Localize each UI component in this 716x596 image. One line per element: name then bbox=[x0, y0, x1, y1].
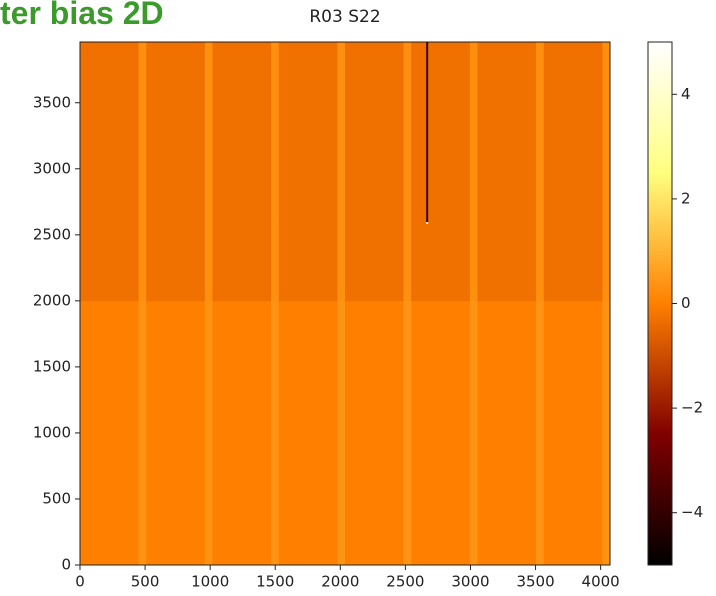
heatmap-cell bbox=[212, 221, 272, 224]
heatmap-cell bbox=[602, 221, 611, 224]
heatmap-cell bbox=[536, 300, 545, 566]
heatmap-cell bbox=[345, 223, 404, 302]
heatmap-cell bbox=[204, 223, 213, 302]
y-tick-label: 2000 bbox=[33, 291, 71, 309]
heatmap-cell bbox=[469, 221, 478, 224]
heatmap-cell bbox=[469, 300, 478, 566]
colorbar-tick-label: 2 bbox=[681, 189, 691, 207]
heatmap-cell bbox=[403, 223, 412, 302]
x-tick-label: 500 bbox=[131, 573, 160, 591]
x-tick-label: 0 bbox=[75, 573, 85, 591]
heatmap-cell bbox=[271, 300, 280, 566]
heatmap-cell bbox=[477, 221, 537, 224]
heatmap-cell bbox=[543, 223, 603, 302]
heatmap-cell bbox=[138, 223, 147, 302]
heatmap-cell bbox=[477, 223, 537, 302]
heatmap-cell bbox=[146, 223, 206, 302]
heatmap-cell bbox=[138, 300, 147, 566]
heatmap-cell bbox=[80, 300, 139, 566]
heatmap-cell bbox=[80, 223, 139, 302]
heatmap-cell bbox=[212, 42, 272, 223]
x-tick-label: 2000 bbox=[321, 573, 359, 591]
heatmap-cell bbox=[536, 223, 545, 302]
heatmap-cell bbox=[337, 300, 346, 566]
heatmap-cell bbox=[278, 223, 338, 302]
heatmap-cell bbox=[428, 42, 471, 223]
y-tick-label: 3500 bbox=[33, 93, 71, 111]
heatmap-cell bbox=[204, 300, 213, 566]
colorbar-tick-label: 0 bbox=[681, 294, 691, 312]
heatmap-cell bbox=[278, 42, 338, 223]
colorbar-tick-label: −2 bbox=[681, 399, 703, 417]
heatmap-cell bbox=[271, 221, 280, 224]
plot-frame bbox=[79, 41, 611, 566]
heatmap-cell bbox=[146, 42, 206, 223]
heatmap-cell bbox=[543, 42, 603, 223]
heatmap-cell bbox=[602, 300, 611, 566]
x-tick-label: 3500 bbox=[516, 573, 554, 591]
heatmap-cell bbox=[278, 221, 338, 224]
heatmap-cell bbox=[411, 223, 427, 302]
heatmap-cell bbox=[80, 42, 139, 223]
heatmap-cell bbox=[204, 42, 213, 223]
x-tick-label: 2500 bbox=[386, 573, 424, 591]
x-tick-label: 1000 bbox=[191, 573, 229, 591]
heatmap-cell bbox=[146, 221, 206, 224]
heatmap-cell bbox=[80, 221, 139, 224]
heatmap-cell bbox=[602, 223, 611, 302]
heatmap-cell bbox=[138, 42, 147, 223]
heatmap-cell bbox=[337, 42, 346, 223]
heatmap-cell bbox=[477, 42, 537, 223]
heatmap-cell bbox=[345, 300, 404, 566]
heatmap-cell bbox=[469, 42, 478, 223]
heatmap-cell bbox=[411, 221, 427, 224]
heatmap-cell bbox=[271, 42, 280, 223]
x-tick-label: 1500 bbox=[256, 573, 294, 591]
heatmap-cell bbox=[278, 300, 338, 566]
heatmap-cell bbox=[138, 221, 147, 224]
colorbar bbox=[647, 41, 673, 566]
heatmap-cell bbox=[428, 221, 471, 224]
heatmap-cell bbox=[345, 221, 404, 224]
heatmap-cell bbox=[212, 300, 272, 566]
heatmap-cell bbox=[337, 223, 346, 302]
heatmap-cell bbox=[403, 42, 412, 223]
y-tick-label: 1000 bbox=[33, 423, 71, 441]
heatmap-cell bbox=[345, 42, 404, 223]
x-tick-label: 3000 bbox=[451, 573, 489, 591]
heatmap-cell bbox=[204, 221, 213, 224]
y-tick-label: 500 bbox=[42, 489, 71, 507]
chart-title: R03 S22 bbox=[309, 7, 380, 27]
heatmap-cell bbox=[271, 223, 280, 302]
heatmap-cell bbox=[536, 42, 545, 223]
heatmap-cell bbox=[543, 300, 603, 566]
heatmap-cell bbox=[428, 223, 471, 302]
heatmap-cell bbox=[146, 300, 206, 566]
heatmap-cell bbox=[337, 221, 346, 224]
y-tick-label: 2500 bbox=[33, 225, 71, 243]
heatmap-cell bbox=[411, 300, 427, 566]
colorbar-tick-label: 4 bbox=[681, 85, 691, 103]
y-tick-label: 3000 bbox=[33, 159, 71, 177]
heatmap-cell bbox=[426, 42, 429, 223]
heatmap-cell bbox=[469, 223, 478, 302]
heatmap-cell bbox=[403, 300, 412, 566]
heatmap-cell bbox=[428, 300, 471, 566]
heatmap-cell bbox=[426, 300, 429, 566]
heatmap-cell bbox=[426, 223, 429, 302]
y-tick-label: 1500 bbox=[33, 357, 71, 375]
heatmap-cell bbox=[212, 223, 272, 302]
heatmap-cell bbox=[477, 300, 537, 566]
y-tick-label: 0 bbox=[61, 556, 71, 574]
heatmap-cell bbox=[536, 221, 545, 224]
colorbar-tick-label: −4 bbox=[681, 503, 703, 521]
heatmap-cell bbox=[403, 221, 412, 224]
heatmap-cell bbox=[411, 42, 427, 223]
heatmap-cell bbox=[602, 42, 611, 223]
x-tick-label: 4000 bbox=[582, 573, 620, 591]
heatmap-cell bbox=[543, 221, 603, 224]
heatmap-cell bbox=[426, 221, 429, 224]
banner-title: ter bias 2D bbox=[0, 0, 164, 31]
